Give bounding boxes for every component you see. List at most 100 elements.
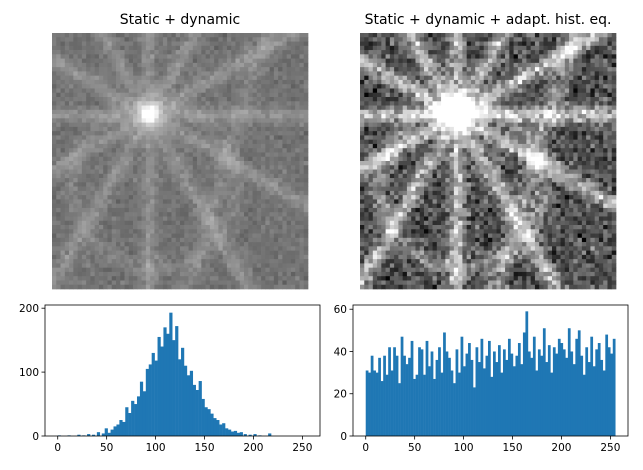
image-pixel [111, 152, 117, 158]
image-pixel [218, 246, 224, 251]
image-pixel [235, 114, 241, 119]
image-pixel [522, 126, 527, 132]
image-pixel [560, 62, 566, 68]
image-pixel [107, 216, 113, 222]
image-pixel [445, 114, 450, 119]
image-pixel [192, 254, 198, 260]
image-pixel [98, 118, 104, 123]
image-pixel [248, 203, 253, 209]
image-pixel [98, 156, 104, 162]
image-pixel [107, 143, 113, 149]
image-pixel [299, 105, 305, 111]
image-pixel [569, 58, 574, 64]
image-pixel [603, 92, 608, 98]
image-pixel [598, 58, 604, 64]
image-pixel [265, 143, 270, 149]
image-pixel [64, 203, 70, 209]
image-pixel [73, 271, 78, 277]
image-pixel [175, 88, 181, 94]
image-pixel [158, 79, 164, 85]
image-pixel [171, 54, 177, 59]
image-pixel [52, 148, 57, 153]
image-pixel [120, 161, 125, 166]
image-pixel [256, 109, 262, 115]
image-pixel [231, 58, 236, 64]
image-pixel [248, 169, 253, 175]
image-pixel [449, 79, 455, 85]
image-pixel [290, 165, 296, 170]
image-pixel [598, 79, 604, 85]
image-pixel [607, 122, 613, 128]
image-pixel [252, 173, 258, 179]
image-pixel [52, 135, 57, 141]
image-pixel [364, 84, 369, 89]
image-pixel [269, 250, 275, 256]
image-pixel [175, 259, 181, 264]
image-pixel [158, 165, 164, 170]
image-pixel [116, 54, 121, 59]
image-pixel [77, 50, 83, 55]
image-pixel [133, 284, 138, 290]
image-pixel [77, 267, 83, 273]
image-pixel [265, 41, 270, 47]
image-pixel [449, 101, 455, 106]
image-pixel [290, 173, 296, 179]
image-pixel [436, 114, 442, 119]
image-pixel [303, 97, 309, 102]
image-pixel [569, 109, 574, 115]
image-pixel [73, 84, 78, 89]
image-pixel [128, 135, 134, 141]
image-pixel [256, 101, 262, 106]
image-pixel [64, 143, 70, 149]
image-pixel [368, 79, 374, 85]
image-pixel [162, 33, 168, 38]
image-pixel [158, 122, 164, 128]
image-pixel [303, 109, 309, 115]
image-pixel [282, 41, 288, 47]
image-pixel [180, 203, 185, 209]
image-pixel [522, 97, 527, 102]
image-pixel [239, 207, 245, 213]
image-pixel [141, 84, 147, 89]
image-pixel [278, 84, 283, 89]
image-pixel [218, 114, 224, 119]
image-pixel [77, 122, 83, 128]
image-pixel [235, 62, 241, 68]
image-pixel [154, 45, 160, 51]
image-pixel [552, 33, 557, 38]
image-pixel [483, 122, 489, 128]
image-pixel [231, 220, 236, 226]
image-pixel [261, 237, 266, 243]
image-pixel [248, 37, 253, 42]
image-pixel [124, 152, 130, 158]
image-pixel [90, 135, 96, 141]
image-pixel [116, 148, 121, 153]
image-pixel [120, 263, 125, 269]
image-pixel [564, 114, 570, 119]
image-pixel [162, 182, 168, 187]
image-pixel [111, 271, 117, 277]
image-pixel [175, 242, 181, 247]
image-pixel [184, 135, 189, 141]
image-pixel [436, 109, 442, 115]
image-pixel [252, 242, 258, 247]
image-pixel [552, 75, 557, 81]
image-pixel [282, 54, 288, 59]
image-pixel [299, 250, 305, 256]
image-pixel [239, 284, 245, 290]
image-pixel [235, 225, 241, 230]
image-pixel [273, 237, 279, 243]
image-pixel [154, 237, 160, 243]
image-pixel [103, 148, 108, 153]
image-pixel [577, 122, 583, 128]
image-pixel [303, 79, 309, 85]
image-pixel [60, 67, 66, 72]
image-pixel [505, 71, 510, 77]
image-pixel [222, 284, 228, 290]
image-pixel [73, 276, 78, 281]
image-pixel [120, 148, 125, 153]
image-pixel [458, 92, 463, 98]
image-pixel [90, 118, 96, 123]
image-pixel [226, 284, 232, 290]
image-pixel [184, 58, 189, 64]
